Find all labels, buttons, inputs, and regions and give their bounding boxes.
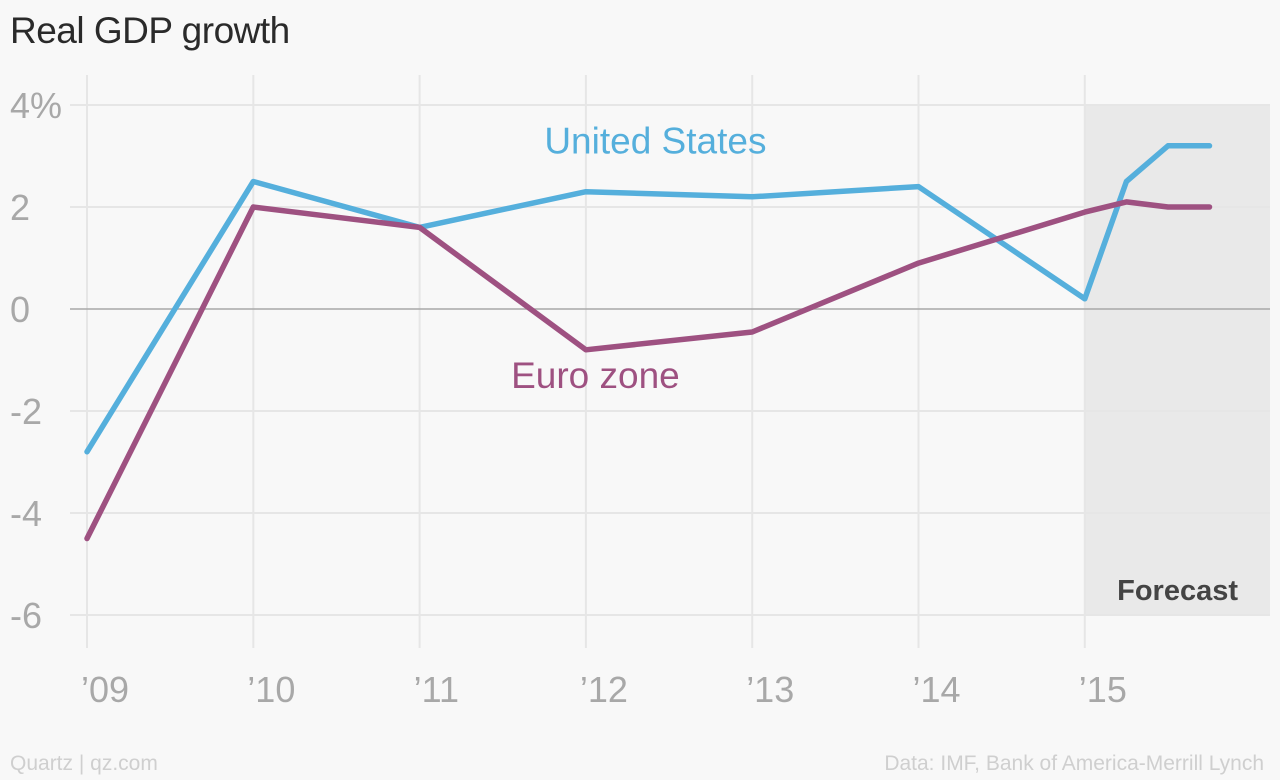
forecast-label: Forecast xyxy=(1117,575,1238,607)
x-tick-label: ’11 xyxy=(414,669,459,710)
y-tick-label: 0 xyxy=(10,289,30,330)
x-tick-label: ’15 xyxy=(1079,669,1127,710)
united-states-label: United States xyxy=(544,120,766,161)
y-tick-label: 2 xyxy=(10,187,30,228)
forecast-band xyxy=(1085,105,1270,615)
y-tick-label: -2 xyxy=(10,391,42,432)
y-tick-label: -4 xyxy=(10,493,42,534)
x-tick-label: ’14 xyxy=(913,669,961,710)
line-chart: 4% 2 0 -2 -4 -6 ’09 ’10 ’11 ’12 ’13 ’14 ’15 Forecast U… xyxy=(0,0,1280,780)
x-tick-label: ’09 xyxy=(81,669,129,710)
euro-zone-label: Euro zone xyxy=(511,355,680,396)
y-tick-label: 4% xyxy=(10,85,62,126)
x-tick-label: ’10 xyxy=(247,669,295,710)
footer-credit: Quartz | qz.com xyxy=(10,752,158,776)
footer-source: Data: IMF, Bank of America-Merrill Lynch xyxy=(884,752,1264,776)
y-tick-label: -6 xyxy=(10,595,42,636)
x-tick-label: ’12 xyxy=(580,669,628,710)
united-states-line xyxy=(87,146,1210,452)
x-tick-label: ’13 xyxy=(746,669,794,710)
